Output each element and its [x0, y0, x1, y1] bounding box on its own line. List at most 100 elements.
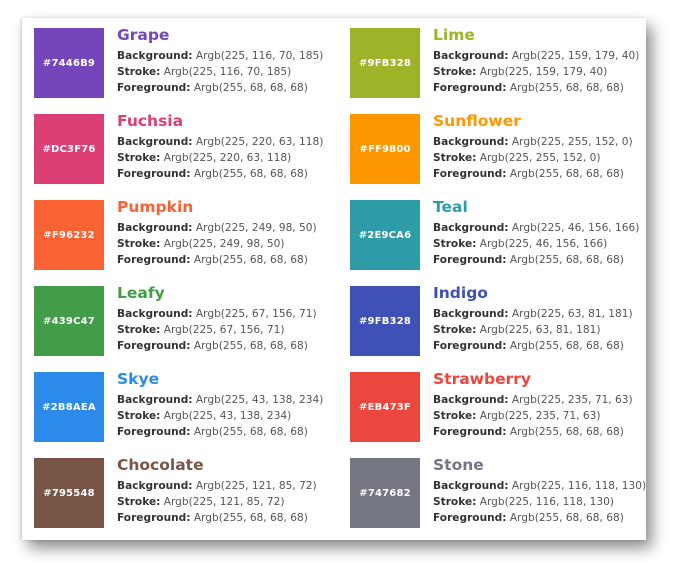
stroke-label: Stroke:: [117, 238, 161, 250]
background-line: Background: Argb(225, 116, 70, 185): [117, 50, 323, 62]
color-name: Fuchsia: [117, 112, 184, 130]
color-name: Strawberry: [433, 370, 531, 388]
background-line: Background: Argb(225, 63, 81, 181): [433, 308, 633, 320]
foreground-label: Foreground:: [433, 340, 507, 352]
stroke-label: Stroke:: [433, 66, 477, 78]
foreground-value: Argb(255, 68, 68, 68): [509, 512, 624, 524]
background-label: Background:: [117, 50, 193, 62]
color-swatch: #7446B9: [34, 28, 104, 98]
swatch-hex: #747682: [359, 487, 411, 499]
swatch-hex: #2B8AEA: [42, 401, 96, 413]
background-value: Argb(225, 63, 81, 181): [511, 308, 633, 320]
stroke-label: Stroke:: [117, 66, 161, 78]
color-item-pumpkin: #F96232 Pumpkin Background: Argb(225, 249,…: [34, 198, 344, 272]
foreground-line: Foreground: Argb(255, 68, 68, 68): [433, 168, 624, 180]
background-value: Argb(225, 255, 152, 0): [511, 136, 633, 148]
swatch-hex: #EB473F: [359, 401, 411, 413]
foreground-line: Foreground: Argb(255, 68, 68, 68): [117, 512, 308, 524]
background-line: Background: Argb(225, 249, 98, 50): [117, 222, 317, 234]
stroke-value: Argb(225, 121, 85, 72): [163, 496, 285, 508]
color-swatch: #795548: [34, 458, 104, 528]
color-name: Stone: [433, 456, 484, 474]
swatch-hex: #FF9800: [359, 143, 411, 155]
background-value: Argb(225, 116, 70, 185): [195, 50, 324, 62]
color-item-stone: #747682 Stone Background: Argb(225, 116, 1…: [350, 456, 660, 530]
foreground-label: Foreground:: [433, 82, 507, 94]
color-swatch: #747682: [350, 458, 420, 528]
stroke-line: Stroke: Argb(225, 116, 118, 130): [433, 496, 614, 508]
foreground-label: Foreground:: [117, 512, 191, 524]
background-label: Background:: [433, 308, 509, 320]
stroke-line: Stroke: Argb(225, 255, 152, 0): [433, 152, 601, 164]
background-value: Argb(225, 235, 71, 63): [511, 394, 633, 406]
background-line: Background: Argb(225, 116, 118, 130): [433, 480, 646, 492]
background-value: Argb(225, 220, 63, 118): [195, 136, 324, 148]
foreground-line: Foreground: Argb(255, 68, 68, 68): [433, 340, 624, 352]
color-name: Sunflower: [433, 112, 521, 130]
foreground-value: Argb(255, 68, 68, 68): [193, 426, 308, 438]
swatch-hex: #439C47: [43, 315, 95, 327]
stroke-label: Stroke:: [433, 238, 477, 250]
swatch-hex: #DC3F76: [42, 143, 96, 155]
background-value: Argb(225, 46, 156, 166): [511, 222, 640, 234]
foreground-value: Argb(255, 68, 68, 68): [509, 254, 624, 266]
background-value: Argb(225, 67, 156, 71): [195, 308, 317, 320]
color-name: Lime: [433, 26, 475, 44]
color-item-sunflower: #FF9800 Sunflower Background: Argb(225, 25…: [350, 112, 660, 186]
stroke-label: Stroke:: [433, 152, 477, 164]
foreground-label: Foreground:: [433, 254, 507, 266]
foreground-label: Foreground:: [433, 168, 507, 180]
background-label: Background:: [117, 308, 193, 320]
color-swatch: #9FB328: [350, 286, 420, 356]
background-line: Background: Argb(225, 235, 71, 63): [433, 394, 633, 406]
background-label: Background:: [433, 480, 509, 492]
color-swatch: #2E9CA6: [350, 200, 420, 270]
stroke-line: Stroke: Argb(225, 220, 63, 118): [117, 152, 291, 164]
stroke-value: Argb(225, 63, 81, 181): [479, 324, 601, 336]
color-swatch: #2B8AEA: [34, 372, 104, 442]
background-label: Background:: [117, 480, 193, 492]
background-line: Background: Argb(225, 255, 152, 0): [433, 136, 633, 148]
stroke-label: Stroke:: [433, 496, 477, 508]
color-swatch: #DC3F76: [34, 114, 104, 184]
background-label: Background:: [117, 136, 193, 148]
stroke-value: Argb(225, 159, 179, 40): [479, 66, 608, 78]
swatch-hex: #9FB328: [358, 57, 412, 69]
background-line: Background: Argb(225, 159, 179, 40): [433, 50, 639, 62]
stroke-label: Stroke:: [433, 410, 477, 422]
background-label: Background:: [433, 136, 509, 148]
swatch-hex: #7446B9: [42, 57, 96, 69]
color-item-lime: #9FB328 Lime Background: Argb(225, 159, 17…: [350, 26, 660, 100]
stroke-line: Stroke: Argb(225, 249, 98, 50): [117, 238, 285, 250]
foreground-label: Foreground:: [117, 340, 191, 352]
color-item-teal: #2E9CA6 Teal Background: Argb(225, 46, 156…: [350, 198, 660, 272]
background-label: Background:: [117, 394, 193, 406]
color-item-skye: #2B8AEA Skye Background: Argb(225, 43, 138…: [34, 370, 344, 444]
color-swatch: #F96232: [34, 200, 104, 270]
stroke-line: Stroke: Argb(225, 116, 70, 185): [117, 66, 291, 78]
background-line: Background: Argb(225, 67, 156, 71): [117, 308, 317, 320]
stroke-line: Stroke: Argb(225, 121, 85, 72): [117, 496, 285, 508]
color-name: Indigo: [433, 284, 488, 302]
background-value: Argb(225, 159, 179, 40): [511, 50, 640, 62]
stroke-line: Stroke: Argb(225, 63, 81, 181): [433, 324, 601, 336]
color-name: Teal: [433, 198, 468, 216]
foreground-value: Argb(255, 68, 68, 68): [509, 168, 624, 180]
background-label: Background:: [117, 222, 193, 234]
stroke-value: Argb(225, 43, 138, 234): [163, 410, 292, 422]
color-swatch: #439C47: [34, 286, 104, 356]
stroke-value: Argb(225, 220, 63, 118): [163, 152, 292, 164]
foreground-line: Foreground: Argb(255, 68, 68, 68): [433, 254, 624, 266]
foreground-line: Foreground: Argb(255, 68, 68, 68): [433, 82, 624, 94]
background-line: Background: Argb(225, 121, 85, 72): [117, 480, 317, 492]
stroke-line: Stroke: Argb(225, 43, 138, 234): [117, 410, 291, 422]
stroke-line: Stroke: Argb(225, 67, 156, 71): [117, 324, 285, 336]
stroke-line: Stroke: Argb(225, 46, 156, 166): [433, 238, 607, 250]
foreground-label: Foreground:: [433, 426, 507, 438]
color-name: Skye: [117, 370, 160, 388]
swatch-hex: #F96232: [43, 229, 95, 241]
foreground-value: Argb(255, 68, 68, 68): [509, 340, 624, 352]
stroke-label: Stroke:: [117, 324, 161, 336]
foreground-line: Foreground: Argb(255, 68, 68, 68): [117, 254, 308, 266]
color-palette-card: #7446B9 Grape Background: Argb(225, 116, 7…: [22, 18, 646, 540]
